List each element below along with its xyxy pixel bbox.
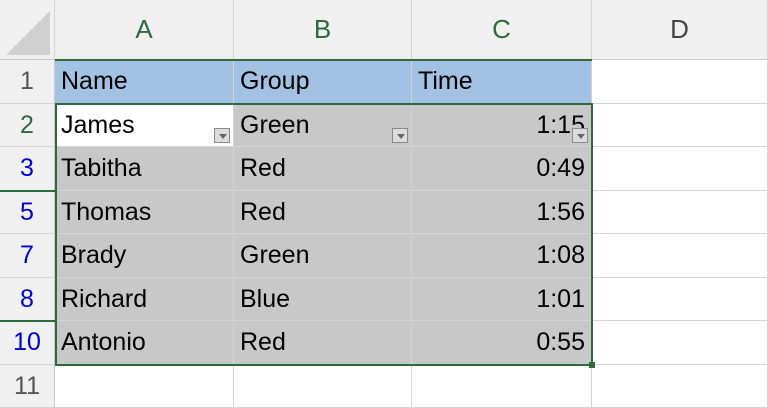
cell-C8[interactable]: 1:01	[412, 278, 592, 321]
row-header-1[interactable]: 1	[0, 60, 55, 104]
filter-dropdown-group[interactable]	[392, 128, 408, 143]
row-header-7[interactable]: 7	[0, 234, 55, 278]
filter-dropdown-name[interactable]	[214, 128, 230, 143]
cell-B10[interactable]: Red	[234, 321, 412, 365]
cell-A1[interactable]: Name	[55, 60, 234, 104]
cell-D5[interactable]	[592, 191, 768, 234]
row-header-11[interactable]: 11	[0, 365, 55, 408]
hidden-rows-indicator	[0, 320, 55, 322]
cell-D11[interactable]	[592, 365, 768, 408]
cell-C11[interactable]	[412, 365, 592, 408]
cell-B7[interactable]: Green	[234, 234, 412, 278]
column-header-A[interactable]: A	[55, 0, 234, 60]
cell-D1[interactable]	[592, 60, 768, 104]
row-header-5[interactable]: 5	[0, 191, 55, 234]
cell-D2[interactable]	[592, 104, 768, 147]
cell-B2[interactable]: Green	[234, 104, 412, 147]
cell-B3[interactable]: Red	[234, 147, 412, 191]
cell-A8[interactable]: Richard	[55, 278, 234, 321]
row-header-2[interactable]: 2	[0, 104, 55, 147]
cell-A10[interactable]: Antonio	[55, 321, 234, 365]
cell-C3[interactable]: 0:49	[412, 147, 592, 191]
column-header-D[interactable]: D	[592, 0, 768, 60]
fill-handle[interactable]	[589, 362, 595, 368]
cell-A2[interactable]: James	[55, 104, 234, 147]
select-all-corner[interactable]	[0, 0, 55, 60]
cell-D8[interactable]	[592, 278, 768, 321]
cell-A3[interactable]: Tabitha	[55, 147, 234, 191]
hidden-rows-indicator	[0, 190, 55, 192]
cell-B1[interactable]: Group	[234, 60, 412, 104]
cell-C1[interactable]: Time	[412, 60, 592, 104]
cell-D7[interactable]	[592, 234, 768, 278]
cell-B11[interactable]	[234, 365, 412, 408]
cell-A11[interactable]	[55, 365, 234, 408]
cell-C5[interactable]: 1:56	[412, 191, 592, 234]
select-all-triangle-icon	[6, 11, 50, 55]
cell-A5[interactable]: Thomas	[55, 191, 234, 234]
cell-B5[interactable]: Red	[234, 191, 412, 234]
filter-dropdown-time[interactable]	[572, 128, 588, 143]
row-header-3[interactable]: 3	[0, 147, 55, 191]
column-header-B[interactable]: B	[234, 0, 412, 60]
row-header-10[interactable]: 10	[0, 321, 55, 365]
cell-D3[interactable]	[592, 147, 768, 191]
column-header-C[interactable]: C	[412, 0, 592, 60]
cell-B8[interactable]: Blue	[234, 278, 412, 321]
selection-border	[55, 103, 593, 366]
cell-A7[interactable]: Brady	[55, 234, 234, 278]
cell-D10[interactable]	[592, 321, 768, 365]
row-header-8[interactable]: 8	[0, 278, 55, 321]
table-header-border	[55, 59, 592, 61]
